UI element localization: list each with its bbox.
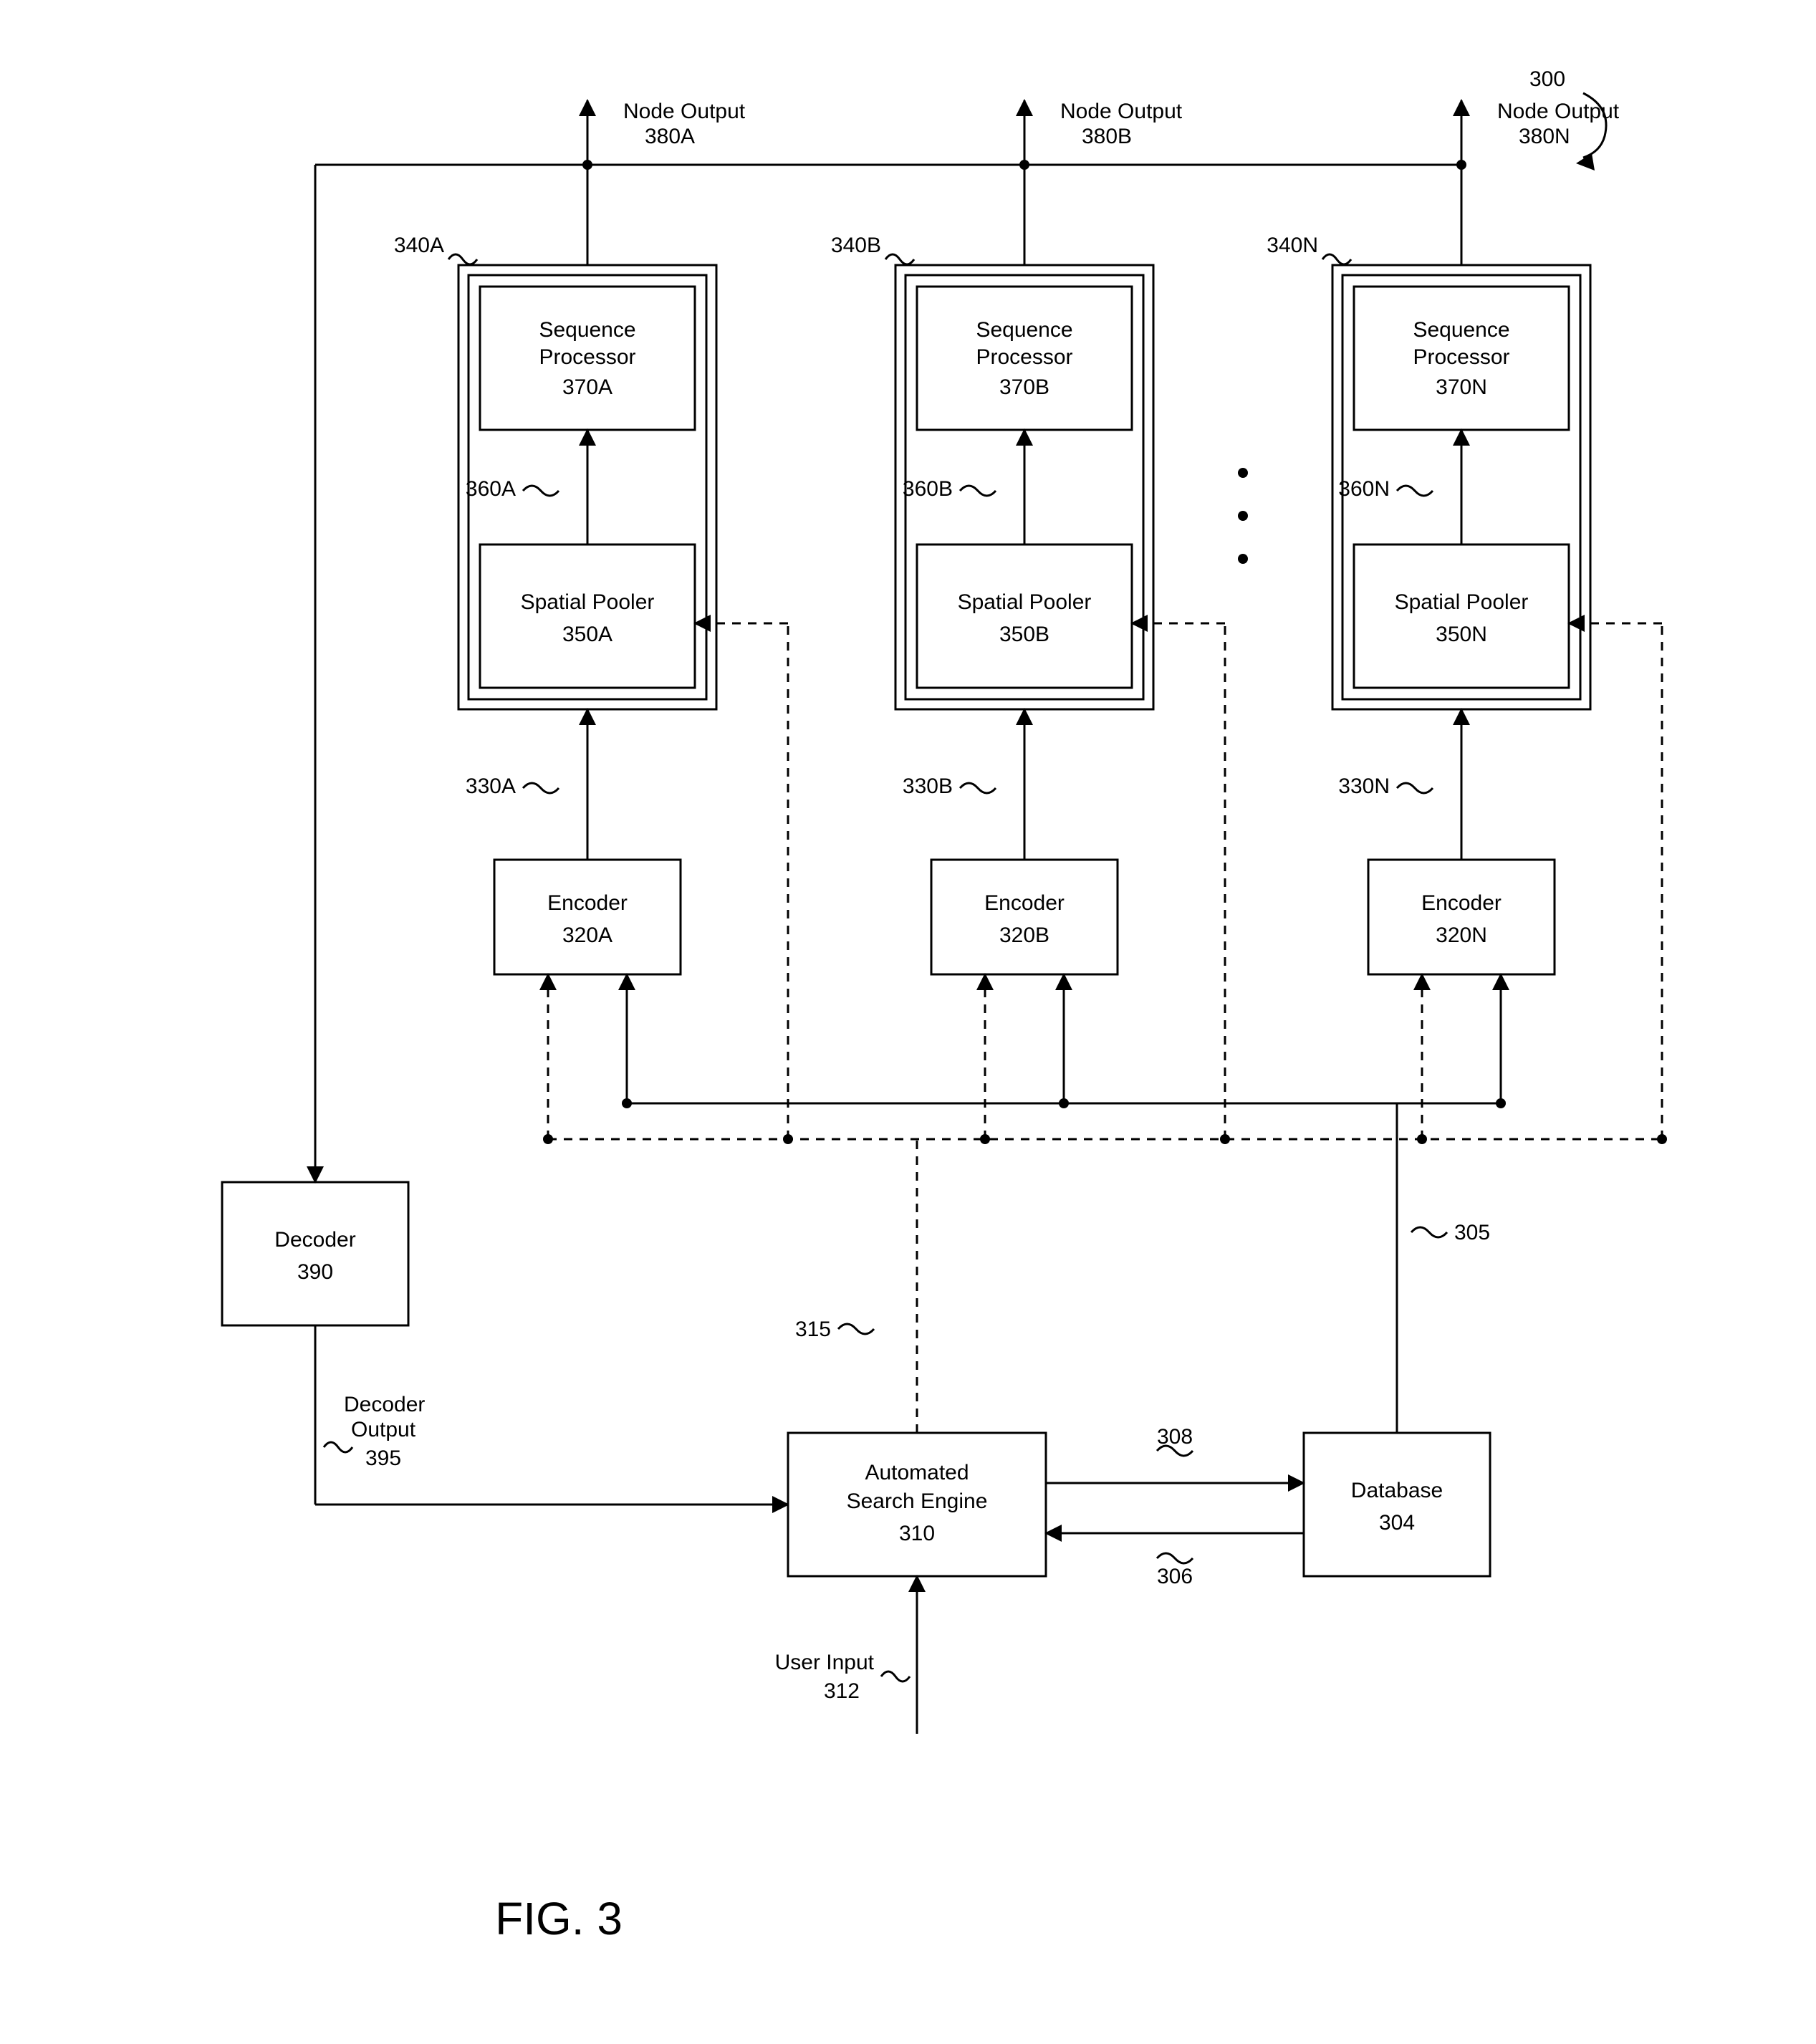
- encoder-l1-A: Encoder: [547, 891, 628, 915]
- decoder-l1: Decoder: [274, 1228, 355, 1252]
- seq-proc-l1-B: Sequence: [976, 318, 1072, 342]
- spatial-B: [917, 544, 1132, 688]
- figure-label: FIG. 3: [495, 1893, 623, 1944]
- seq-proc-l2-B: Processor: [976, 345, 1072, 369]
- user-input-l1: User Input: [775, 1651, 875, 1674]
- spatial-A: [480, 544, 695, 688]
- node-output-num-A: 380A: [645, 125, 695, 148]
- seq-proc-num-B: 370B: [999, 375, 1049, 399]
- spatial-l1-N: Spatial Pooler: [1395, 590, 1529, 614]
- dec-out-l2: Output: [351, 1418, 416, 1441]
- node-output-label-N: Node Output: [1497, 100, 1620, 123]
- sig-330-lbl-B: 330B: [903, 774, 953, 798]
- sig-360-lbl-B: 360B: [903, 477, 953, 501]
- node-ref-A: 340A: [394, 234, 444, 257]
- node-output-label-B: Node Output: [1060, 100, 1183, 123]
- spatial-l1-A: Spatial Pooler: [521, 590, 655, 614]
- encoder-N: [1368, 860, 1555, 974]
- spatial-num-A: 350A: [562, 623, 612, 646]
- node-ref-N: 340N: [1267, 234, 1318, 257]
- sig-315: 315: [795, 1318, 831, 1341]
- search-l1: Automated: [865, 1461, 969, 1484]
- seq-proc-l1-N: Sequence: [1413, 318, 1509, 342]
- dec-out-l1: Decoder: [344, 1393, 425, 1416]
- encoder-num-N: 320N: [1436, 923, 1487, 947]
- encoder-num-B: 320B: [999, 923, 1049, 947]
- seq-proc-num-A: 370A: [562, 375, 612, 399]
- search-l2: Search Engine: [847, 1489, 988, 1513]
- encoder-B: [931, 860, 1118, 974]
- encoder-num-A: 320A: [562, 923, 612, 947]
- encoder-l1-B: Encoder: [984, 891, 1065, 915]
- user-input-num: 312: [824, 1679, 860, 1703]
- sig-360-lbl-A: 360A: [466, 477, 516, 501]
- sig-330-lbl-A: 330A: [466, 774, 516, 798]
- db-l1: Database: [1351, 1479, 1443, 1502]
- sig-305: 305: [1454, 1221, 1490, 1244]
- node-output-label-A: Node Output: [623, 100, 746, 123]
- sig-330-lbl-N: 330N: [1338, 774, 1390, 798]
- seq-proc-l1-A: Sequence: [539, 318, 635, 342]
- sig-308: 308: [1157, 1425, 1193, 1449]
- spatial-num-N: 350N: [1436, 623, 1487, 646]
- dec-out-num: 395: [365, 1446, 401, 1470]
- decoder-num: 390: [297, 1260, 333, 1284]
- seq-proc-l2-N: Processor: [1413, 345, 1509, 369]
- spatial-l1-B: Spatial Pooler: [958, 590, 1092, 614]
- node-output-num-B: 380B: [1082, 125, 1132, 148]
- search-num: 310: [899, 1522, 935, 1545]
- node-ref-B: 340B: [831, 234, 881, 257]
- encoder-l1-N: Encoder: [1421, 891, 1502, 915]
- decoder: [222, 1182, 408, 1325]
- db-num: 304: [1379, 1511, 1415, 1535]
- seq-proc-num-N: 370N: [1436, 375, 1487, 399]
- encoder-A: [494, 860, 681, 974]
- node-output-num-N: 380N: [1519, 125, 1570, 148]
- spatial-N: [1354, 544, 1569, 688]
- seq-proc-l2-A: Processor: [539, 345, 635, 369]
- spatial-num-B: 350B: [999, 623, 1049, 646]
- database: [1304, 1433, 1490, 1576]
- system-ref: 300: [1529, 67, 1565, 91]
- sig-360-lbl-N: 360N: [1338, 477, 1390, 501]
- sig-306: 306: [1157, 1565, 1193, 1588]
